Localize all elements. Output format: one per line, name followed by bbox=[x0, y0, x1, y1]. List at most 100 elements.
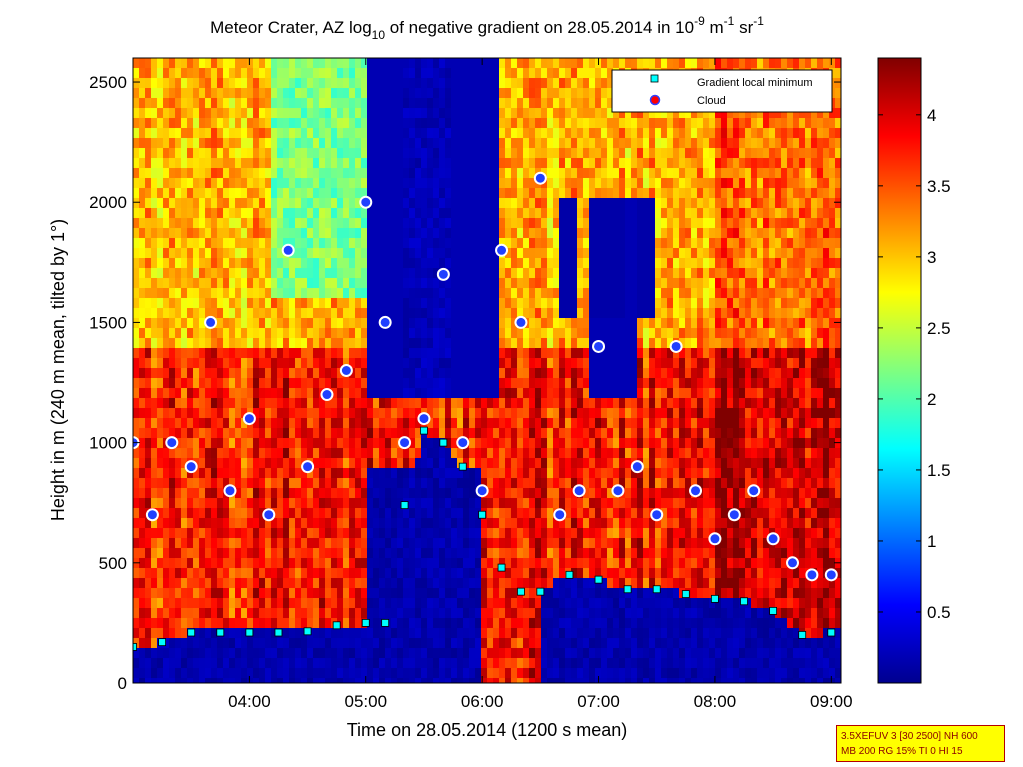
cloud-point bbox=[262, 508, 276, 522]
cloud-point bbox=[165, 436, 179, 450]
colorbar-tick-label: 1.5 bbox=[927, 461, 951, 480]
y-tick-label: 500 bbox=[99, 554, 127, 573]
y-tick-label: 0 bbox=[118, 674, 127, 693]
minimum-point bbox=[652, 585, 661, 594]
y-tick-label: 2000 bbox=[89, 193, 127, 212]
cloud-point bbox=[689, 484, 703, 498]
minimum-point bbox=[536, 587, 545, 596]
cloud-point bbox=[359, 195, 373, 209]
y-tick-label: 1000 bbox=[89, 434, 127, 453]
cloud-point bbox=[747, 484, 761, 498]
colorbar-tick-label: 1 bbox=[927, 532, 936, 551]
cloud-point bbox=[436, 267, 450, 281]
minimum-point bbox=[517, 587, 525, 596]
cloud-point bbox=[630, 460, 644, 474]
chart-title: Meteor Crater, AZ log10 of negative grad… bbox=[210, 14, 764, 42]
cloud-markers bbox=[133, 171, 838, 582]
colorbar-ticks: 0.5 1 1.5 2 2.5 3 3.5 4 bbox=[878, 106, 951, 622]
gradient-minimum-markers bbox=[133, 426, 836, 651]
cloud-point bbox=[553, 508, 567, 522]
cloud-point bbox=[456, 436, 470, 450]
info-line-1: 3.5XEFUV 3 [30 2500] NH 600 bbox=[841, 731, 978, 742]
colorbar-tick-label: 3 bbox=[927, 248, 936, 267]
x-axis-label: Time on 28.05.2014 (1200 s mean) bbox=[347, 720, 628, 740]
cloud-point bbox=[824, 568, 838, 582]
cloud-point bbox=[572, 484, 586, 498]
minimum-point bbox=[681, 590, 690, 598]
colorbar-tick-label: 3.5 bbox=[927, 177, 951, 196]
plot-frame bbox=[132, 57, 842, 684]
legend-label-cloud: Cloud bbox=[697, 95, 726, 107]
minimum-point bbox=[740, 597, 748, 606]
cloud-point bbox=[805, 568, 819, 582]
colorbar-tick-label: 2.5 bbox=[927, 319, 951, 338]
minimum-point bbox=[187, 628, 196, 637]
cloud-point bbox=[786, 556, 800, 570]
cloud-point bbox=[417, 412, 431, 426]
minimum-point bbox=[497, 563, 506, 572]
info-box: 3.5XEFUV 3 [30 2500] NH 600 MB 200 RG 15… bbox=[836, 725, 1005, 762]
cloud-point bbox=[184, 460, 198, 474]
cloud-point bbox=[766, 532, 780, 546]
y-tick-label: 2500 bbox=[89, 73, 127, 92]
minimum-point bbox=[303, 627, 312, 636]
cloud-point bbox=[301, 460, 315, 474]
legend-circle-icon bbox=[649, 94, 661, 106]
minimum-point bbox=[332, 621, 341, 630]
heatmap bbox=[133, 58, 841, 683]
minimum-point bbox=[798, 631, 807, 639]
x-tick-label: 08:00 bbox=[694, 692, 737, 711]
x-tick-label: 04:00 bbox=[228, 692, 271, 711]
colorbar-tick-label: 0.5 bbox=[927, 603, 951, 622]
cloud-point bbox=[727, 508, 741, 522]
cloud-point bbox=[650, 508, 664, 522]
cloud-point bbox=[514, 315, 528, 329]
minimum-point bbox=[158, 638, 166, 647]
minimum-point bbox=[420, 426, 428, 435]
cloud-point bbox=[242, 412, 256, 426]
minimum-point bbox=[565, 570, 574, 579]
minimum-point bbox=[274, 628, 283, 637]
cloud-point bbox=[495, 243, 509, 257]
colorbar bbox=[877, 57, 922, 684]
minimum-point bbox=[769, 606, 778, 615]
minimum-point bbox=[133, 643, 137, 651]
minimum-point bbox=[381, 619, 390, 627]
minimum-point bbox=[623, 585, 632, 594]
minimum-point bbox=[216, 628, 225, 637]
cloud-point bbox=[592, 339, 606, 353]
minimum-point bbox=[827, 628, 836, 637]
cloud-point bbox=[145, 508, 159, 522]
cloud-point bbox=[398, 436, 412, 450]
colorbar-tick-label: 4 bbox=[927, 106, 936, 125]
minimum-point bbox=[400, 501, 409, 510]
legend-label-minimum: Gradient local minimum bbox=[697, 77, 813, 89]
minimum-point bbox=[458, 462, 467, 471]
legend: Gradient local minimum Cloud bbox=[611, 69, 833, 113]
colorbar-tick-label: 2 bbox=[927, 390, 936, 409]
axis-ticks: 04:00 05:00 06:00 07:00 08:00 09:00 0 500 1000 15… bbox=[89, 58, 853, 711]
minimum-point bbox=[594, 575, 603, 584]
minimum-point bbox=[478, 510, 487, 519]
x-tick-label: 06:00 bbox=[461, 692, 504, 711]
x-tick-label: 05:00 bbox=[344, 692, 387, 711]
y-axis-label: Height in m (240 m mean, tilted by 1°) bbox=[48, 219, 68, 521]
cloud-point bbox=[281, 243, 295, 257]
cloud-point bbox=[204, 315, 218, 329]
cloud-point bbox=[320, 388, 334, 402]
x-tick-label: 07:00 bbox=[577, 692, 620, 711]
cloud-point bbox=[378, 315, 392, 329]
info-line-2: MB 200 RG 15% TI 0 HI 15 bbox=[841, 746, 963, 757]
cloud-point bbox=[223, 484, 237, 498]
minimum-point bbox=[439, 438, 448, 447]
y-tick-label: 1500 bbox=[89, 313, 127, 332]
x-tick-label: 09:00 bbox=[810, 692, 853, 711]
cloud-point bbox=[669, 339, 683, 353]
cloud-point bbox=[533, 171, 547, 185]
minimum-point bbox=[245, 628, 254, 637]
minimum-point bbox=[361, 619, 370, 627]
minimum-point bbox=[711, 594, 719, 603]
legend-square-icon bbox=[650, 74, 659, 83]
cloud-point bbox=[611, 484, 625, 498]
